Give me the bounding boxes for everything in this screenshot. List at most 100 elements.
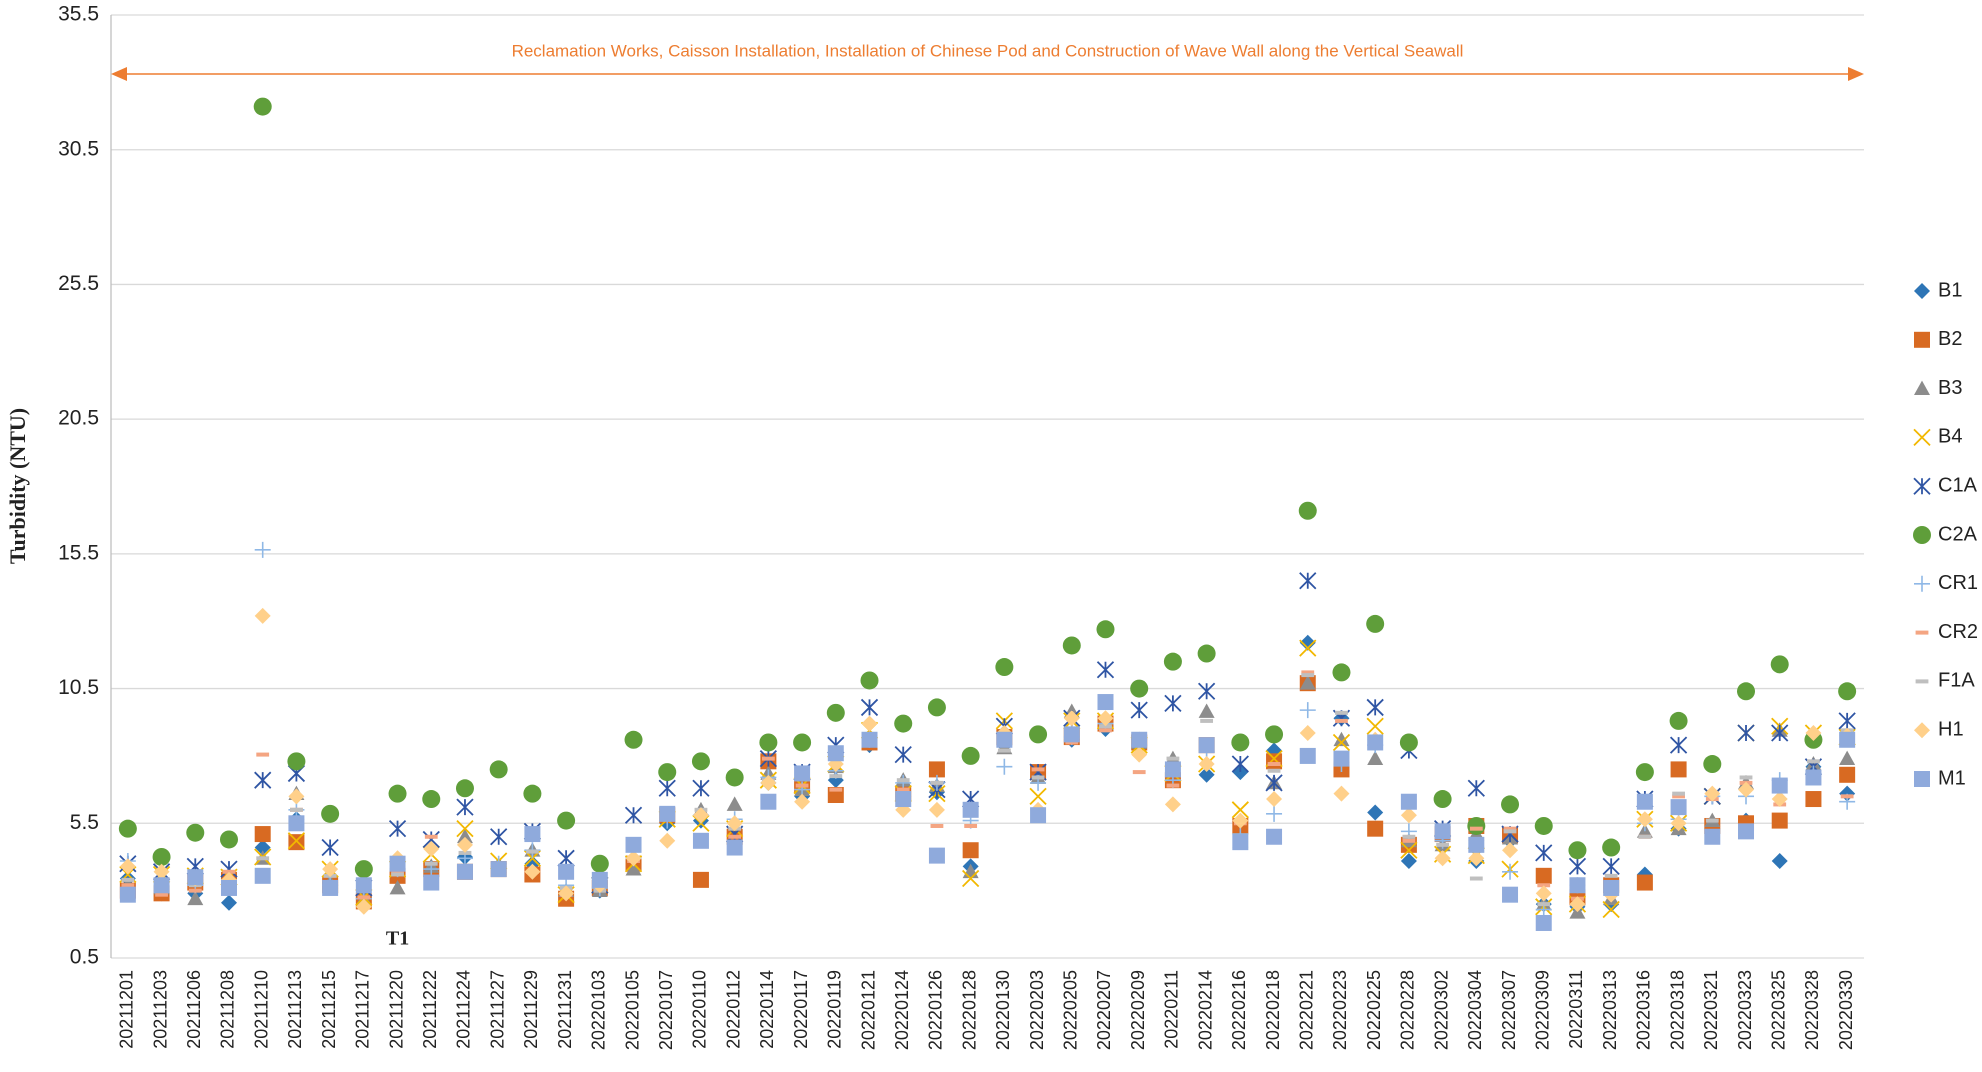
marker xyxy=(1367,734,1384,751)
x-tick-label: 20220309 xyxy=(1532,970,1552,1050)
marker xyxy=(254,607,271,624)
marker xyxy=(1099,728,1112,733)
marker xyxy=(692,871,709,888)
marker xyxy=(1130,701,1148,719)
x-tick-label: 20211201 xyxy=(117,970,137,1049)
marker xyxy=(355,898,372,915)
y-tick-label: 20.5 xyxy=(58,407,99,430)
marker xyxy=(357,895,371,900)
legend-label: B1 xyxy=(1938,279,1962,301)
marker xyxy=(1301,670,1315,675)
marker xyxy=(794,793,811,810)
marker xyxy=(121,877,135,882)
marker xyxy=(1839,731,1856,748)
marker xyxy=(456,828,473,844)
marker xyxy=(1838,682,1857,701)
marker xyxy=(1468,850,1485,867)
marker xyxy=(1063,726,1080,743)
marker xyxy=(321,804,340,823)
marker xyxy=(1602,857,1620,876)
marker xyxy=(1131,746,1148,763)
legend-marker xyxy=(1914,722,1930,739)
marker xyxy=(962,869,980,888)
marker xyxy=(1267,768,1281,773)
x-tick-label: 20220311 xyxy=(1566,970,1586,1049)
marker xyxy=(1467,779,1485,797)
x-tick-label: 20220105 xyxy=(622,970,642,1050)
marker xyxy=(1265,725,1284,744)
x-tick-label: 20220214 xyxy=(1195,970,1215,1050)
marker xyxy=(1198,766,1215,783)
marker xyxy=(997,748,1011,753)
marker xyxy=(1231,801,1249,819)
marker xyxy=(760,774,777,791)
marker xyxy=(625,861,642,876)
marker xyxy=(826,703,845,722)
marker xyxy=(1805,725,1822,742)
marker xyxy=(692,832,709,849)
marker xyxy=(1131,731,1148,748)
marker xyxy=(152,847,171,866)
legend-label: B2 xyxy=(1938,328,1962,350)
marker xyxy=(861,715,878,732)
marker xyxy=(962,801,979,818)
marker xyxy=(1063,710,1080,727)
marker xyxy=(927,698,946,717)
x-tick-label: 20211222 xyxy=(420,970,440,1049)
marker xyxy=(422,790,441,809)
x-tick-label: 20220211 xyxy=(1162,970,1182,1049)
marker xyxy=(1737,724,1755,742)
marker xyxy=(558,885,575,902)
marker xyxy=(1771,812,1788,829)
y-tick-label: 15.5 xyxy=(58,541,99,564)
marker xyxy=(896,778,910,783)
y-tick-label: 5.5 xyxy=(70,811,99,834)
x-tick-label: 20220318 xyxy=(1667,970,1687,1050)
legend-marker xyxy=(1914,331,1930,348)
marker xyxy=(423,874,440,891)
marker xyxy=(1132,770,1146,775)
marker xyxy=(1635,763,1654,782)
legend-marker xyxy=(1915,630,1929,635)
x-tick-label: 20220124 xyxy=(892,970,912,1050)
marker xyxy=(1704,828,1721,845)
marker xyxy=(322,879,339,896)
marker xyxy=(1535,867,1552,884)
marker xyxy=(1535,844,1553,862)
x-tick-label: 20211213 xyxy=(285,970,305,1049)
legend-label: C1A xyxy=(1938,474,1978,496)
legend-marker xyxy=(1913,477,1931,495)
x-tick-label: 20220216 xyxy=(1229,970,1249,1050)
marker xyxy=(388,820,407,838)
x-tick-label: 20211217 xyxy=(353,970,373,1049)
marker xyxy=(1770,655,1789,674)
marker xyxy=(523,784,542,803)
marker xyxy=(187,869,204,886)
marker xyxy=(1537,902,1551,907)
marker xyxy=(1332,733,1351,752)
marker xyxy=(456,820,474,838)
x-tick-label: 20220304 xyxy=(1465,970,1485,1050)
marker xyxy=(658,763,677,782)
marker xyxy=(1739,775,1753,780)
marker xyxy=(895,791,912,808)
marker xyxy=(1503,826,1517,831)
marker xyxy=(1031,767,1045,772)
marker xyxy=(1670,815,1687,832)
marker xyxy=(389,879,406,895)
marker xyxy=(691,752,710,771)
marker xyxy=(827,745,844,762)
y-axis-label: Turbidity (NTU) xyxy=(5,408,30,564)
marker xyxy=(894,714,913,733)
marker xyxy=(624,806,643,824)
marker xyxy=(624,730,643,749)
marker xyxy=(1099,724,1112,729)
marker xyxy=(728,834,742,839)
marker xyxy=(254,867,271,884)
marker xyxy=(389,855,406,872)
marker xyxy=(219,830,238,849)
marker xyxy=(1065,740,1079,745)
marker xyxy=(591,871,608,888)
marker xyxy=(1838,712,1856,730)
marker xyxy=(1535,914,1552,931)
